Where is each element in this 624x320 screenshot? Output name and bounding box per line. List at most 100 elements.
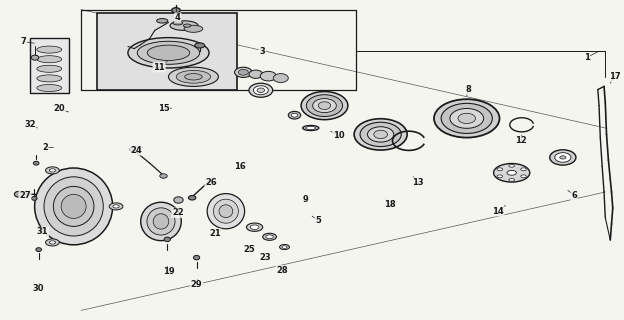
Text: 15: 15 [158, 104, 169, 113]
Ellipse shape [170, 21, 198, 30]
Text: 12: 12 [515, 136, 527, 145]
Ellipse shape [360, 122, 401, 147]
Ellipse shape [313, 99, 336, 113]
Ellipse shape [260, 71, 276, 81]
Ellipse shape [249, 83, 273, 97]
Text: 8: 8 [465, 85, 471, 94]
Ellipse shape [14, 191, 23, 197]
Ellipse shape [37, 46, 62, 53]
Ellipse shape [207, 194, 245, 229]
Ellipse shape [246, 223, 263, 231]
Text: 30: 30 [33, 284, 44, 293]
Ellipse shape [173, 197, 183, 203]
Ellipse shape [34, 161, 39, 165]
Text: 9: 9 [303, 196, 309, 204]
Text: 21: 21 [210, 229, 221, 238]
Text: 31: 31 [37, 228, 48, 236]
Text: 32: 32 [24, 120, 36, 129]
Ellipse shape [318, 102, 331, 109]
Text: 11: 11 [154, 63, 165, 72]
Ellipse shape [176, 70, 210, 83]
Ellipse shape [560, 156, 566, 159]
Ellipse shape [450, 108, 484, 128]
Text: 24: 24 [130, 146, 142, 155]
Polygon shape [30, 38, 69, 93]
Ellipse shape [34, 168, 112, 245]
Ellipse shape [213, 199, 238, 223]
Ellipse shape [37, 75, 62, 82]
Ellipse shape [291, 113, 298, 117]
Ellipse shape [36, 248, 41, 252]
Ellipse shape [37, 84, 62, 92]
Text: 16: 16 [235, 162, 246, 171]
Text: 26: 26 [205, 178, 217, 187]
Ellipse shape [49, 169, 56, 172]
Ellipse shape [306, 126, 316, 130]
Ellipse shape [238, 69, 248, 75]
Ellipse shape [185, 74, 202, 80]
Text: 29: 29 [191, 280, 202, 289]
Text: 1: 1 [583, 53, 590, 62]
Ellipse shape [113, 205, 119, 208]
Ellipse shape [441, 103, 492, 133]
Ellipse shape [303, 125, 319, 131]
Ellipse shape [130, 147, 139, 152]
Ellipse shape [288, 111, 301, 119]
Ellipse shape [235, 67, 252, 77]
Text: 7: 7 [21, 37, 27, 46]
Ellipse shape [184, 25, 203, 32]
Ellipse shape [550, 150, 576, 165]
Ellipse shape [306, 95, 343, 116]
Ellipse shape [53, 186, 94, 227]
Ellipse shape [555, 153, 571, 162]
Ellipse shape [61, 194, 86, 218]
Ellipse shape [368, 127, 394, 142]
Ellipse shape [188, 196, 196, 200]
Text: 2: 2 [42, 143, 48, 152]
Ellipse shape [183, 24, 191, 27]
Ellipse shape [128, 38, 209, 68]
Ellipse shape [263, 233, 276, 240]
Ellipse shape [282, 246, 287, 248]
Text: 18: 18 [384, 200, 396, 209]
Ellipse shape [44, 177, 103, 236]
Ellipse shape [46, 167, 59, 174]
Ellipse shape [154, 214, 168, 229]
Text: 4: 4 [175, 13, 181, 22]
Ellipse shape [257, 88, 265, 92]
Ellipse shape [250, 225, 259, 229]
Ellipse shape [193, 255, 200, 260]
Ellipse shape [434, 99, 499, 138]
Text: 5: 5 [315, 216, 321, 225]
Ellipse shape [160, 174, 167, 178]
Ellipse shape [147, 208, 175, 235]
Ellipse shape [141, 202, 182, 241]
Ellipse shape [273, 74, 288, 83]
Ellipse shape [137, 41, 200, 64]
Ellipse shape [168, 67, 218, 86]
Ellipse shape [249, 70, 263, 78]
Ellipse shape [497, 168, 502, 171]
Text: 23: 23 [260, 253, 271, 262]
Ellipse shape [509, 178, 514, 181]
Text: 3: 3 [259, 47, 265, 56]
Ellipse shape [157, 19, 168, 23]
Text: 6: 6 [571, 191, 577, 200]
Ellipse shape [37, 65, 62, 72]
Ellipse shape [497, 175, 502, 178]
Text: 25: 25 [244, 245, 255, 254]
Ellipse shape [494, 164, 530, 182]
Ellipse shape [280, 244, 290, 250]
Ellipse shape [458, 113, 475, 124]
Ellipse shape [31, 196, 37, 200]
Ellipse shape [109, 203, 123, 210]
Ellipse shape [266, 235, 273, 239]
Text: 22: 22 [172, 208, 183, 217]
Text: 10: 10 [333, 132, 344, 140]
Text: 28: 28 [276, 266, 288, 275]
Text: 17: 17 [609, 72, 620, 81]
Ellipse shape [521, 168, 527, 171]
Text: 20: 20 [54, 104, 65, 113]
Ellipse shape [147, 45, 190, 60]
Ellipse shape [354, 119, 407, 150]
